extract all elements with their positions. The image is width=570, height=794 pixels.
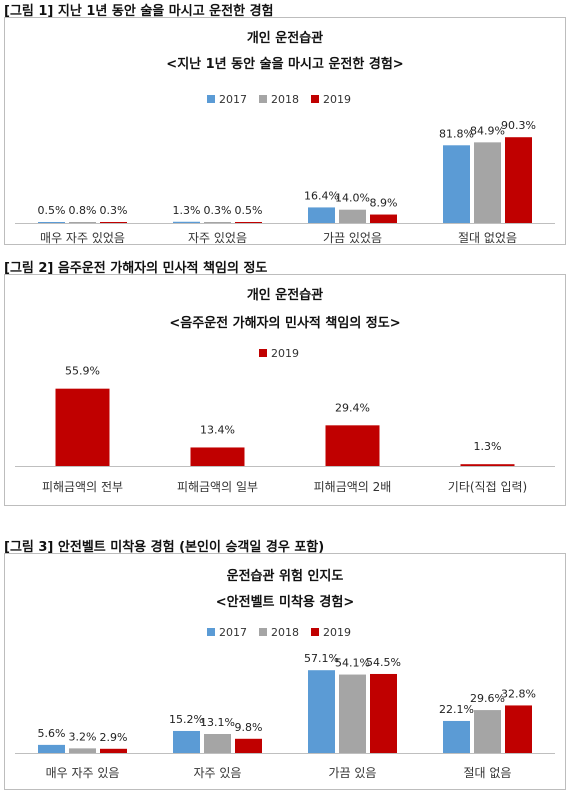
bar-2018-3 bbox=[339, 209, 366, 223]
figure-3-caption: [그림 3] 안전벨트 미착용 경험 (본인이 승객일 경우 포함) bbox=[4, 540, 325, 555]
bar-2019-1 bbox=[55, 388, 110, 466]
category-label-1: 매우 자주 있음 bbox=[46, 766, 120, 780]
category-label-2: 자주 있음 bbox=[194, 766, 242, 780]
legend-swatch-2019 bbox=[311, 95, 319, 103]
legend-swatch-2017 bbox=[207, 95, 215, 103]
bar-2017-4 bbox=[443, 145, 470, 223]
figure-3-chart-box: 운전습관 위험 인지도 <안전벨트 미착용 경험> 2017 2018 2019 5.… bbox=[4, 553, 566, 790]
data-label-2019-1: 0.3% bbox=[100, 204, 128, 217]
data-label-2017-2: 15.2% bbox=[169, 713, 204, 726]
data-label-2018-2: 0.3% bbox=[204, 204, 232, 217]
bar-2019-3 bbox=[370, 673, 397, 753]
bar-2018-2 bbox=[204, 734, 231, 753]
bar-2017-3 bbox=[308, 207, 335, 223]
data-label-2018-3: 14.0% bbox=[335, 192, 370, 205]
legend-swatch-2018 bbox=[259, 95, 267, 103]
bar-2018-4 bbox=[474, 142, 501, 223]
legend-label-2018: 2018 bbox=[271, 93, 299, 106]
legend-label-2019: 2019 bbox=[271, 347, 299, 360]
legend-label-2017: 2017 bbox=[219, 93, 247, 106]
data-label-2019-3: 29.4% bbox=[335, 401, 370, 414]
figure-3-chart-subtitle: <안전벨트 미착용 경험> bbox=[216, 594, 354, 610]
category-label-3: 가끔 있었음 bbox=[323, 231, 382, 244]
bar-2019-4 bbox=[460, 464, 515, 466]
legend-label-2019: 2019 bbox=[323, 626, 351, 639]
category-label-4: 절대 없음 bbox=[464, 766, 512, 780]
legend-label-2017: 2017 bbox=[219, 626, 247, 639]
figure-1-chart-box: 개인 운전습관 <지난 1년 동안 술을 마시고 운전한 경험> 2017 201… bbox=[4, 17, 566, 245]
data-label-2019-4: 32.8% bbox=[501, 687, 536, 700]
bar-2017-2 bbox=[173, 221, 200, 223]
data-label-2019-2: 9.8% bbox=[235, 721, 263, 734]
data-label-2019-3: 8.9% bbox=[370, 197, 398, 210]
data-label-2019-1: 55.9% bbox=[65, 365, 100, 378]
bar-2018-4 bbox=[474, 710, 501, 753]
data-label-2017-1: 5.6% bbox=[38, 727, 66, 740]
figure-2-chart-box: 개인 운전습관 <음주운전 가해자의 민사적 책임의 정도> 2019 55.9%… bbox=[4, 274, 566, 506]
data-label-2019-2: 0.5% bbox=[235, 204, 263, 217]
bar-2019-1 bbox=[100, 748, 127, 753]
figure-3-chart: 운전습관 위험 인지도 <안전벨트 미착용 경험> 2017 2018 2019 5.… bbox=[15, 568, 555, 780]
legend-swatch-2018 bbox=[259, 628, 267, 636]
bar-2018-3 bbox=[339, 674, 366, 753]
figure-2-chart-title: 개인 운전습관 bbox=[247, 287, 323, 303]
bar-2017-2 bbox=[173, 730, 200, 753]
bar-2017-1 bbox=[38, 744, 65, 753]
legend-label-2018: 2018 bbox=[271, 626, 299, 639]
data-label-2017-3: 16.4% bbox=[304, 189, 339, 202]
legend-swatch-2019 bbox=[259, 349, 267, 357]
bar-2019-3 bbox=[325, 425, 380, 466]
bar-2017-1 bbox=[38, 222, 65, 223]
data-label-2017-1: 0.5% bbox=[38, 204, 66, 217]
bar-2018-2 bbox=[204, 222, 231, 223]
data-label-2019-1: 2.9% bbox=[100, 731, 128, 744]
bar-2018-1 bbox=[69, 748, 96, 753]
data-label-2019-2: 13.4% bbox=[200, 423, 235, 436]
data-label-2017-2: 1.3% bbox=[173, 204, 201, 217]
data-label-2019-4: 1.3% bbox=[474, 440, 502, 453]
data-label-2018-2: 13.1% bbox=[200, 716, 235, 729]
bar-2019-2 bbox=[190, 447, 245, 466]
category-label-3: 피해금액의 2배 bbox=[314, 480, 392, 494]
data-label-2017-4: 22.1% bbox=[439, 703, 474, 716]
bar-2018-1 bbox=[69, 222, 96, 223]
bar-2019-1 bbox=[100, 222, 127, 223]
category-label-1: 피해금액의 전부 bbox=[42, 480, 123, 494]
data-label-2019-3: 54.5% bbox=[366, 656, 401, 669]
data-label-2018-1: 0.8% bbox=[69, 204, 97, 217]
data-label-2017-3: 57.1% bbox=[304, 652, 339, 665]
figure-2-chart-subtitle: <음주운전 가해자의 민사적 책임의 정도> bbox=[169, 315, 400, 331]
legend-label-2019: 2019 bbox=[323, 93, 351, 106]
figure-2-caption: [그림 2] 음주운전 가해자의 민사적 책임의 정도 bbox=[4, 261, 268, 276]
category-label-1: 매우 자주 있었음 bbox=[40, 231, 125, 244]
category-label-3: 가끔 있음 bbox=[329, 766, 377, 780]
figure-1-chart-title: 개인 운전습관 bbox=[247, 30, 323, 46]
bar-2019-3 bbox=[370, 214, 397, 223]
figure-1-chart: 개인 운전습관 <지난 1년 동안 술을 마시고 운전한 경험> 2017 201… bbox=[15, 30, 555, 244]
data-label-2018-4: 29.6% bbox=[470, 692, 505, 705]
category-label-2: 피해금액의 일부 bbox=[177, 480, 258, 494]
data-label-2018-3: 54.1% bbox=[335, 657, 370, 670]
legend-swatch-2017 bbox=[207, 628, 215, 636]
bar-2017-4 bbox=[443, 720, 470, 753]
data-label-2018-1: 3.2% bbox=[69, 730, 97, 743]
bar-2019-4 bbox=[505, 705, 532, 753]
category-label-4: 기타(직접 입력) bbox=[448, 480, 527, 494]
bar-2019-4 bbox=[505, 137, 532, 223]
category-label-4: 절대 없었음 bbox=[458, 231, 517, 244]
legend-swatch-2019 bbox=[311, 628, 319, 636]
figure-2-chart: 개인 운전습관 <음주운전 가해자의 민사적 책임의 정도> 2019 55.9%… bbox=[15, 287, 555, 494]
bar-2019-2 bbox=[235, 222, 262, 223]
bar-2019-2 bbox=[235, 738, 262, 753]
figure-1-chart-subtitle: <지난 1년 동안 술을 마시고 운전한 경험> bbox=[166, 56, 403, 72]
data-label-2019-4: 90.3% bbox=[501, 119, 536, 132]
data-label-2018-4: 84.9% bbox=[470, 124, 505, 137]
figure-3-chart-title: 운전습관 위험 인지도 bbox=[227, 568, 344, 584]
category-label-2: 자주 있었음 bbox=[188, 231, 247, 244]
data-label-2017-4: 81.8% bbox=[439, 127, 474, 140]
bar-2017-3 bbox=[308, 670, 335, 753]
figure-1-caption: [그림 1] 지난 1년 동안 술을 마시고 운전한 경험 bbox=[4, 4, 274, 19]
